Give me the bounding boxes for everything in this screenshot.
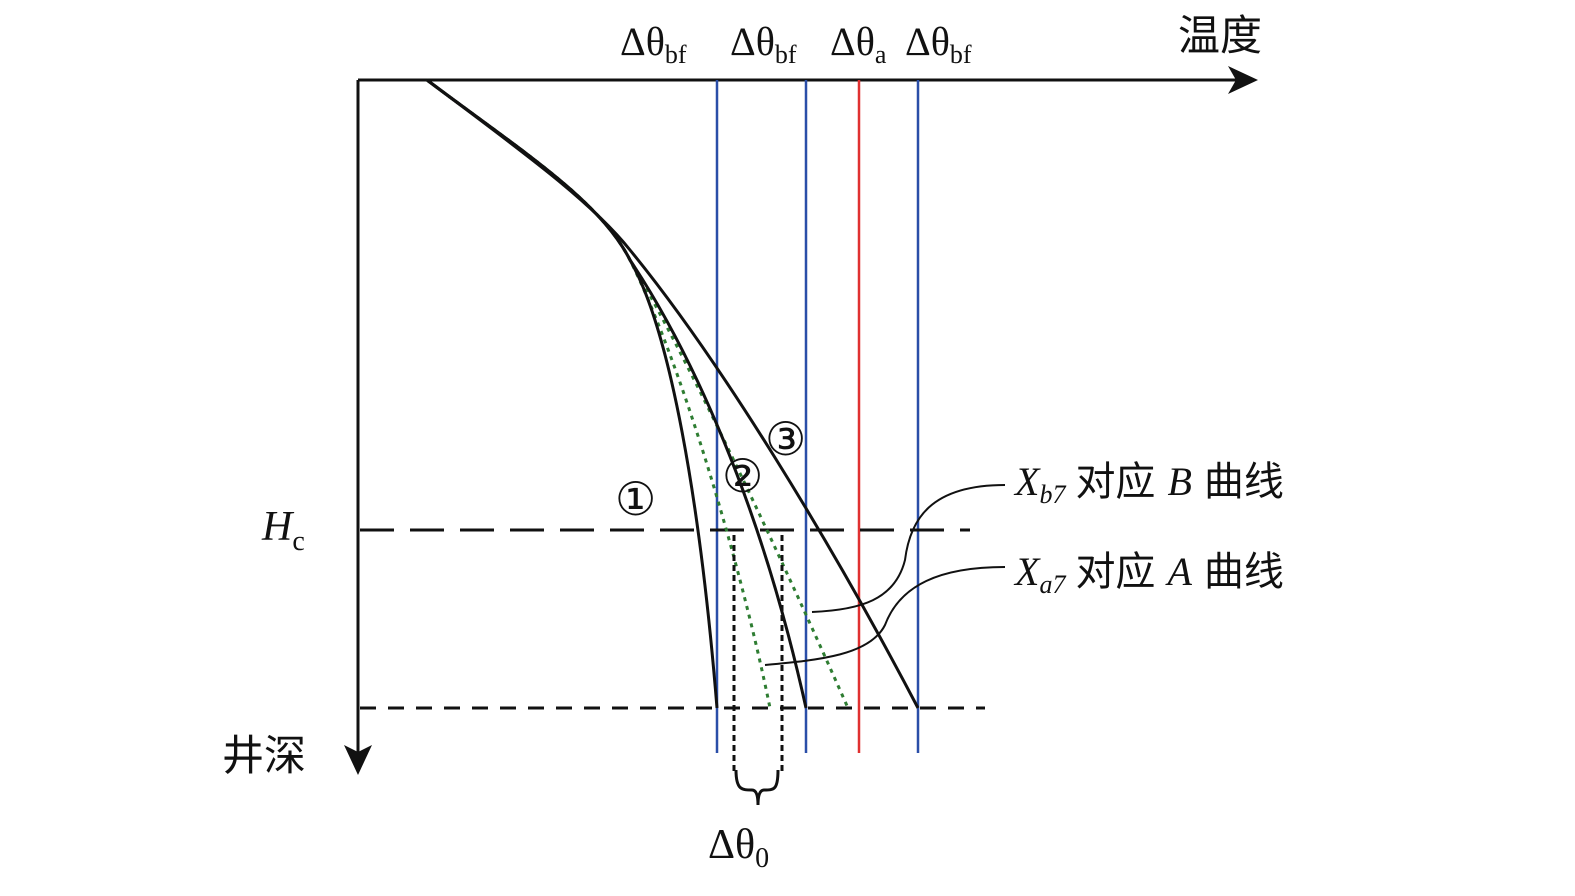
top-label-bf-1: Δθbf [620,19,687,69]
x-axis-arrow-icon [1228,66,1258,94]
legend-a: Xa7 对应 A 曲线 [1013,549,1284,599]
delta0-label: Δθ0 [708,822,769,874]
top-label-a: Δθa [830,19,887,69]
curve-b-dotted [426,78,850,709]
curve-2 [426,78,808,709]
y-axis-arrow-icon [344,745,372,775]
top-label-bf-2: Δθbf [730,19,797,69]
legend-b: Xb7 对应 B 曲线 [1013,459,1284,509]
leader-a [764,566,1006,666]
curve-a-dotted [426,78,772,709]
curve-1 [426,78,719,709]
hc-label: Hc [261,504,305,557]
marker-1: ① [615,474,656,525]
y-axis-label: 井深 [222,731,306,780]
curve-3 [426,78,920,709]
x-axis-label: 温度 [1178,11,1262,60]
marker-3: ③ [765,414,806,465]
top-label-bf-3: Δθbf [905,19,972,69]
marker-2: ② [722,451,763,502]
leader-b [811,484,1006,613]
brace-icon [734,769,780,806]
